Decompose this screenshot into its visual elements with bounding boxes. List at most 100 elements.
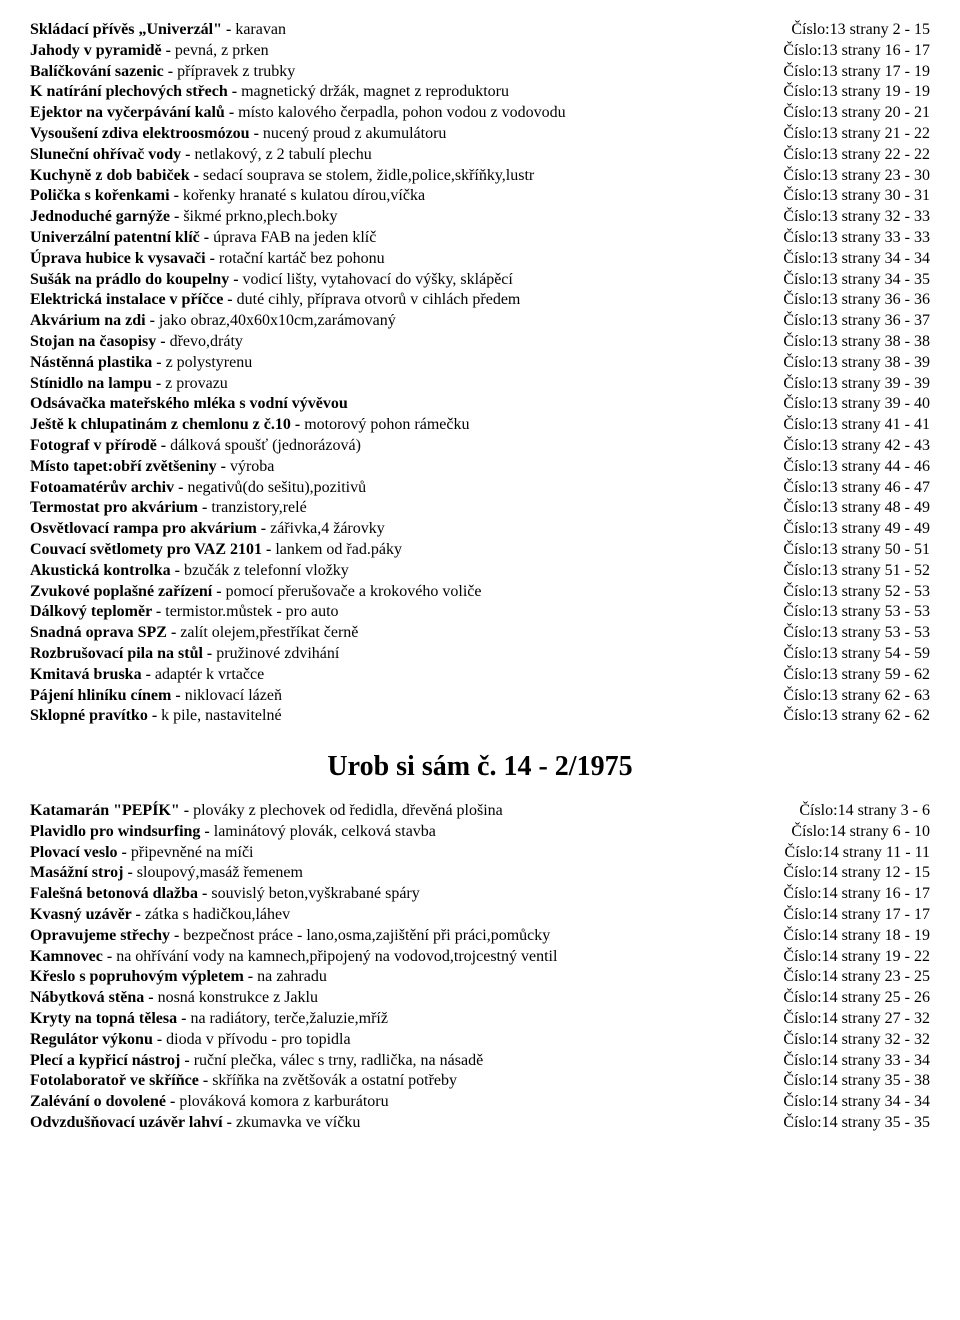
article-title-bold: Masážní stroj -: [30, 864, 137, 881]
article-page-ref: Číslo:13 strany 17 - 19: [783, 62, 930, 83]
article-title-bold: Vysoušení zdiva elektroosmózou -: [30, 125, 263, 142]
article-title: Polička s kořenkami - kořenky hranaté s …: [30, 186, 783, 207]
article-title: Stínidlo na lampu - z provazu: [30, 374, 783, 395]
article-row: Akvárium na zdi - jako obraz,40x60x10cm,…: [30, 311, 930, 332]
article-row: Termostat pro akvárium - tranzistory,rel…: [30, 498, 930, 519]
article-title: Nástěnná plastika - z polystyrenu: [30, 353, 783, 374]
article-title-bold: Osvětlovací rampa pro akvárium -: [30, 520, 270, 537]
article-title: Plecí a kypřicí nástroj - ruční plečka, …: [30, 1051, 783, 1072]
article-title-bold: Kamnovec -: [30, 948, 116, 965]
article-page-ref: Číslo:13 strany 38 - 39: [783, 353, 930, 374]
article-page-ref: Číslo:13 strany 2 - 15: [791, 20, 930, 41]
article-title: Úprava hubice k vysavači - rotační kartá…: [30, 249, 783, 270]
article-title-bold: Fotoamatérův archiv -: [30, 479, 187, 496]
article-title-rest: ruční plečka, válec s trny, radlička, na…: [194, 1052, 484, 1069]
article-title-rest: zátka s hadičkou,láhev: [145, 906, 290, 923]
article-page-ref: Číslo:13 strany 23 - 30: [783, 166, 930, 187]
article-title: Nábytková stěna - nosná konstrukce z Jak…: [30, 988, 783, 1009]
article-page-ref: Číslo:13 strany 42 - 43: [783, 436, 930, 457]
article-title-bold: Stojan na časopisy -: [30, 333, 170, 350]
article-title: Termostat pro akvárium - tranzistory,rel…: [30, 498, 783, 519]
article-title-bold: Univerzální patentní klíč -: [30, 229, 213, 246]
article-row: Nábytková stěna - nosná konstrukce z Jak…: [30, 988, 930, 1009]
article-row: Kryty na topná tělesa - na radiátory, te…: [30, 1009, 930, 1030]
article-title-bold: K natírání plechových střech -: [30, 83, 241, 100]
article-row: Snadná oprava SPZ - zalít olejem,přestří…: [30, 623, 930, 644]
article-title-bold: Sluneční ohřívač vody -: [30, 146, 194, 163]
article-row: Jednoduché garnýže - šikmé prkno,plech.b…: [30, 207, 930, 228]
article-page-ref: Číslo:14 strany 6 - 10: [791, 822, 930, 843]
article-page-ref: Číslo:13 strany 33 - 33: [783, 228, 930, 249]
article-page-ref: Číslo:14 strany 35 - 35: [783, 1113, 930, 1134]
article-page-ref: Číslo:13 strany 38 - 38: [783, 332, 930, 353]
article-page-ref: Číslo:13 strany 36 - 36: [783, 290, 930, 311]
article-title-bold: Plovací veslo -: [30, 844, 131, 861]
article-page-ref: Číslo:13 strany 19 - 19: [783, 82, 930, 103]
article-page-ref: Číslo:13 strany 48 - 49: [783, 498, 930, 519]
article-row: Kmitavá bruska - adaptér k vrtačceČíslo:…: [30, 665, 930, 686]
article-row: Místo tapet:obří zvětšeniny - výrobaČísl…: [30, 457, 930, 478]
article-title-rest: na ohřívání vody na kamnech,připojený na…: [116, 948, 557, 965]
article-title-bold: Kryty na topná tělesa -: [30, 1010, 190, 1027]
article-title-rest: připevněné na míči: [131, 844, 254, 861]
article-title-rest: dioda v přívodu - pro topidla: [166, 1031, 350, 1048]
article-title-bold: Plavidlo pro windsurfing -: [30, 823, 214, 840]
article-title: Univerzální patentní klíč - úprava FAB n…: [30, 228, 783, 249]
article-row: Odvzdušňovací uzávěr lahví - zkumavka ve…: [30, 1113, 930, 1134]
article-title-bold: Termostat pro akvárium -: [30, 499, 211, 516]
article-row: Křeslo s popruhovým výpletem - na zahrad…: [30, 967, 930, 988]
article-title-bold: Jednoduché garnýže -: [30, 208, 183, 225]
article-page-ref: Číslo:13 strany 54 - 59: [783, 644, 930, 665]
article-title-rest: laminátový plovák, celková stavba: [214, 823, 436, 840]
article-title: Opravujeme střechy - bezpečnost práce - …: [30, 926, 783, 947]
article-title-bold: Opravujeme střechy -: [30, 927, 183, 944]
article-row: Masážní stroj - sloupový,masáž řemenemČí…: [30, 863, 930, 884]
article-title-bold: Snadná oprava SPZ -: [30, 624, 180, 641]
article-page-ref: Číslo:13 strany 20 - 21: [783, 103, 930, 124]
article-row: Úprava hubice k vysavači - rotační kartá…: [30, 249, 930, 270]
article-title: Stojan na časopisy - dřevo,dráty: [30, 332, 783, 353]
article-row: Fotograf v přírodě - dálková spoušť (jed…: [30, 436, 930, 457]
article-list-section-2: Katamarán "PEPÍK" - plováky z plechovek …: [30, 801, 930, 1134]
article-row: Sklopné pravítko - k pile, nastavitelnéČ…: [30, 706, 930, 727]
article-row: Ejektor na vyčerpávání kalů - místo kalo…: [30, 103, 930, 124]
article-row: Falešná betonová dlažba - souvislý beton…: [30, 884, 930, 905]
article-row: Stínidlo na lampu - z provazuČíslo:13 st…: [30, 374, 930, 395]
article-title-rest: plováky z plechovek od ředidla, dřevěná …: [193, 802, 503, 819]
article-title-rest: přípravek z trubky: [177, 63, 295, 80]
article-title: Masážní stroj - sloupový,masáž řemenem: [30, 863, 783, 884]
article-title-bold: Falešná betonová dlažba -: [30, 885, 211, 902]
article-title-rest: dřevo,dráty: [170, 333, 243, 350]
article-title-bold: Sušák na prádlo do koupelny -: [30, 271, 243, 288]
article-page-ref: Číslo:13 strany 32 - 33: [783, 207, 930, 228]
article-row: Kuchyně z dob babiček - sedací souprava …: [30, 166, 930, 187]
article-title: Fotoamatérův archiv - negativů(do sešitu…: [30, 478, 783, 499]
article-row: Opravujeme střechy - bezpečnost práce - …: [30, 926, 930, 947]
article-page-ref: Číslo:13 strany 34 - 35: [783, 270, 930, 291]
article-page-ref: Číslo:13 strany 41 - 41: [783, 415, 930, 436]
article-title-rest: pevná, z prken: [175, 42, 269, 59]
article-title-bold: Jahody v pyramidě -: [30, 42, 175, 59]
article-page-ref: Číslo:13 strany 39 - 40: [783, 394, 930, 415]
article-row: Zvukové poplašné zařízení - pomocí přeru…: [30, 582, 930, 603]
article-title-rest: pružinové zdvihání: [216, 645, 339, 662]
article-title-bold: Pájení hliníku cínem -: [30, 687, 185, 704]
article-row: Couvací světlomety pro VAZ 2101 - lankem…: [30, 540, 930, 561]
article-title-bold: Balíčkování sazenic -: [30, 63, 177, 80]
article-title-bold: Couvací světlomety pro VAZ 2101 -: [30, 541, 275, 558]
article-title-rest: vodicí lišty, vytahovací do výšky, skláp…: [243, 271, 513, 288]
article-title: Kuchyně z dob babiček - sedací souprava …: [30, 166, 783, 187]
article-page-ref: Číslo:14 strany 23 - 25: [783, 967, 930, 988]
article-row: Nástěnná plastika - z polystyrenuČíslo:1…: [30, 353, 930, 374]
article-title-bold: Akvárium na zdi -: [30, 312, 159, 329]
article-title-rest: jako obraz,40x60x10cm,zarámovaný: [159, 312, 396, 329]
article-row: Elektrická instalace v příčce - duté cih…: [30, 290, 930, 311]
article-title-rest: motorový pohon rámečku: [304, 416, 469, 433]
article-row: Plavidlo pro windsurfing - laminátový pl…: [30, 822, 930, 843]
article-title: Zalévání o dovolené - plováková komora z…: [30, 1092, 783, 1113]
article-title-bold: Akustická kontrolka -: [30, 562, 184, 579]
article-page-ref: Číslo:14 strany 18 - 19: [783, 926, 930, 947]
article-list-section-1: Skládací přívěs „Univerzál" - karavanČís…: [30, 20, 930, 727]
article-page-ref: Číslo:13 strany 53 - 53: [783, 602, 930, 623]
article-title-bold: Dálkový teploměr -: [30, 603, 165, 620]
